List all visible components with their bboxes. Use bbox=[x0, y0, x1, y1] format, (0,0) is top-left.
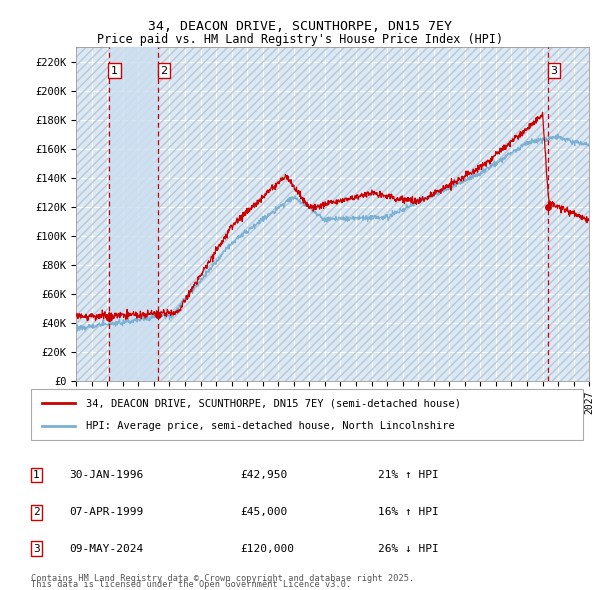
Text: £45,000: £45,000 bbox=[240, 507, 287, 517]
Text: This data is licensed under the Open Government Licence v3.0.: This data is licensed under the Open Gov… bbox=[31, 581, 352, 589]
Text: Contains HM Land Registry data © Crown copyright and database right 2025.: Contains HM Land Registry data © Crown c… bbox=[31, 574, 415, 583]
Text: 1: 1 bbox=[111, 65, 118, 76]
Text: 3: 3 bbox=[33, 544, 40, 553]
Text: 34, DEACON DRIVE, SCUNTHORPE, DN15 7EY (semi-detached house): 34, DEACON DRIVE, SCUNTHORPE, DN15 7EY (… bbox=[86, 398, 461, 408]
Text: 26% ↓ HPI: 26% ↓ HPI bbox=[378, 544, 439, 553]
Text: Price paid vs. HM Land Registry's House Price Index (HPI): Price paid vs. HM Land Registry's House … bbox=[97, 33, 503, 46]
Text: 3: 3 bbox=[550, 65, 557, 76]
Text: 09-MAY-2024: 09-MAY-2024 bbox=[69, 544, 143, 553]
Text: HPI: Average price, semi-detached house, North Lincolnshire: HPI: Average price, semi-detached house,… bbox=[86, 421, 455, 431]
Text: 2: 2 bbox=[33, 507, 40, 517]
Text: £42,950: £42,950 bbox=[240, 470, 287, 480]
Text: 07-APR-1999: 07-APR-1999 bbox=[69, 507, 143, 517]
Text: £120,000: £120,000 bbox=[240, 544, 294, 553]
Text: 34, DEACON DRIVE, SCUNTHORPE, DN15 7EY: 34, DEACON DRIVE, SCUNTHORPE, DN15 7EY bbox=[148, 20, 452, 33]
Text: 16% ↑ HPI: 16% ↑ HPI bbox=[378, 507, 439, 517]
FancyBboxPatch shape bbox=[31, 389, 583, 440]
Text: 21% ↑ HPI: 21% ↑ HPI bbox=[378, 470, 439, 480]
Text: 2: 2 bbox=[160, 65, 167, 76]
Bar bbox=[109, 47, 158, 381]
Text: 1: 1 bbox=[33, 470, 40, 480]
Text: 30-JAN-1996: 30-JAN-1996 bbox=[69, 470, 143, 480]
